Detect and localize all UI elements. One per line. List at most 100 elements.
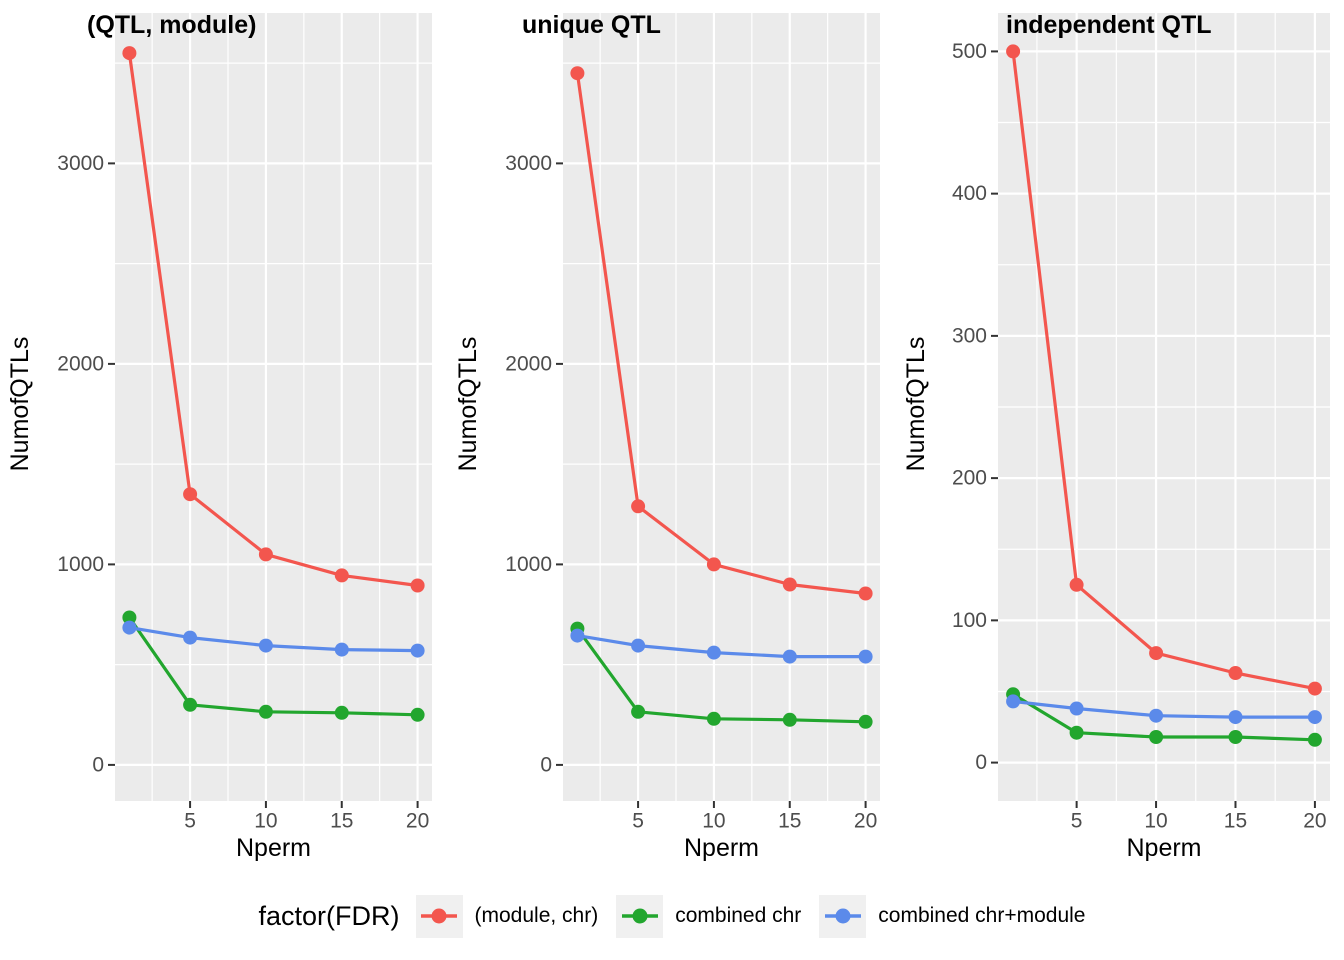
y-tick-label: 0 [975, 751, 987, 774]
x-tick-label: 10 [702, 810, 725, 833]
data-point [858, 586, 873, 601]
legend-entry-label: combined chr [675, 904, 802, 927]
data-point [122, 620, 137, 635]
legend-entry-label: (module, chr) [474, 904, 599, 927]
legend-key-glyph [421, 908, 458, 924]
y-tick-label: 2000 [57, 352, 104, 375]
legend-entry-2: combined chr+module [819, 894, 1086, 938]
x-tick-label: 10 [1144, 810, 1167, 833]
data-point [1069, 725, 1084, 740]
data-point [1228, 710, 1243, 725]
legend-key-swatch-1 [616, 894, 664, 938]
y-axis-title: NumofQTLs [454, 337, 482, 472]
data-point [706, 557, 721, 572]
major-gridlines [998, 13, 1330, 801]
legend-key-glyph [824, 908, 861, 924]
data-point [1228, 666, 1243, 680]
major-gridlines [115, 13, 432, 801]
legend-entry-label: combined chr+module [878, 904, 1086, 927]
series-points-0 [122, 46, 425, 593]
major-gridlines [563, 13, 880, 801]
data-point [1307, 732, 1322, 747]
data-point [858, 714, 873, 729]
x-tick-label: 20 [854, 810, 877, 833]
y-tick-label: 0 [540, 753, 552, 776]
legend-key-swatch-0 [415, 894, 463, 938]
data-point [782, 577, 797, 592]
data-point [183, 487, 198, 502]
x-tick-label: 20 [406, 810, 429, 833]
y-tick-label: 500 [952, 40, 987, 63]
y-tick-label: 200 [952, 467, 987, 490]
chart-panel-1: 0 1000 2000 3000 5 10 15 20 unique QTL Nperm Numof… [454, 11, 880, 862]
data-point [1307, 681, 1322, 696]
data-point [1069, 701, 1084, 716]
x-tick-label: 15 [778, 810, 801, 833]
chart-panel-0: 0 1000 2000 3000 5 10 15 20 (QTL, module) Nperm Nu… [6, 11, 432, 862]
data-point [258, 547, 273, 562]
data-point [1149, 646, 1164, 661]
series-points-2 [1006, 694, 1322, 725]
x-tick-label: 20 [1303, 810, 1326, 833]
data-point [782, 712, 797, 727]
legend-point-icon [632, 908, 648, 924]
data-point [1307, 710, 1322, 725]
legend-entry-1: combined chr [616, 894, 802, 938]
data-point [258, 704, 273, 719]
data-point [1149, 730, 1164, 744]
series-points-2 [122, 620, 425, 658]
y-tick-label: 1000 [57, 553, 104, 576]
y-tick-label: 300 [952, 324, 987, 347]
series-points-0 [1006, 44, 1322, 696]
x-tick-label: 5 [184, 810, 196, 833]
x-tick-label: 15 [330, 810, 353, 833]
data-point [183, 697, 198, 712]
minor-gridlines [998, 13, 1330, 801]
y-tick-label: 3000 [505, 152, 552, 175]
data-point [183, 630, 198, 645]
y-tick-label: 100 [952, 609, 987, 632]
legend-title: factor(FDR) [258, 900, 400, 931]
data-point [782, 649, 797, 664]
chart-panel-2: 0 100 200 300 400 500 5 10 15 20 independent QTL Np… [902, 11, 1330, 862]
x-tick-label: 15 [1224, 810, 1247, 833]
panel-title: (QTL, module) [87, 11, 256, 39]
axis-tick-marks [556, 162, 867, 808]
legend-entry-0: (module, chr) [415, 894, 599, 938]
x-tick-label: 10 [254, 810, 277, 833]
y-tick-label: 2000 [505, 352, 552, 375]
data-point [122, 610, 137, 625]
x-tick-label: 5 [632, 810, 644, 833]
data-point [706, 645, 721, 660]
series-points-0 [570, 66, 873, 601]
data-point [1149, 708, 1164, 723]
data-point [1006, 694, 1021, 709]
data-point [410, 707, 425, 722]
series-points-1 [570, 621, 873, 729]
data-point [1228, 730, 1243, 744]
series-points-1 [122, 610, 425, 722]
data-point [631, 499, 646, 514]
axis-tick-marks [991, 50, 1316, 808]
legend: factor(FDR) (module, chr) combined chr com… [0, 884, 1344, 948]
minor-gridlines [563, 13, 880, 801]
data-point [570, 628, 585, 643]
axis-tick-marks [108, 162, 419, 808]
data-point [122, 46, 137, 61]
data-point [706, 711, 721, 726]
data-point [631, 638, 646, 653]
data-point [334, 705, 349, 720]
y-axis-title: NumofQTLs [902, 337, 930, 472]
data-point [334, 568, 349, 583]
series-points-2 [570, 628, 873, 664]
legend-key-swatch-2 [819, 894, 867, 938]
x-axis-title: Nperm [236, 834, 311, 862]
data-point [631, 704, 646, 719]
data-point [858, 649, 873, 664]
x-tick-label: 5 [1071, 810, 1083, 833]
data-point [410, 643, 425, 658]
y-tick-label: 1000 [505, 553, 552, 576]
y-axis-title: NumofQTLs [6, 337, 34, 472]
minor-gridlines [115, 13, 432, 801]
x-axis-title: Nperm [684, 834, 759, 862]
